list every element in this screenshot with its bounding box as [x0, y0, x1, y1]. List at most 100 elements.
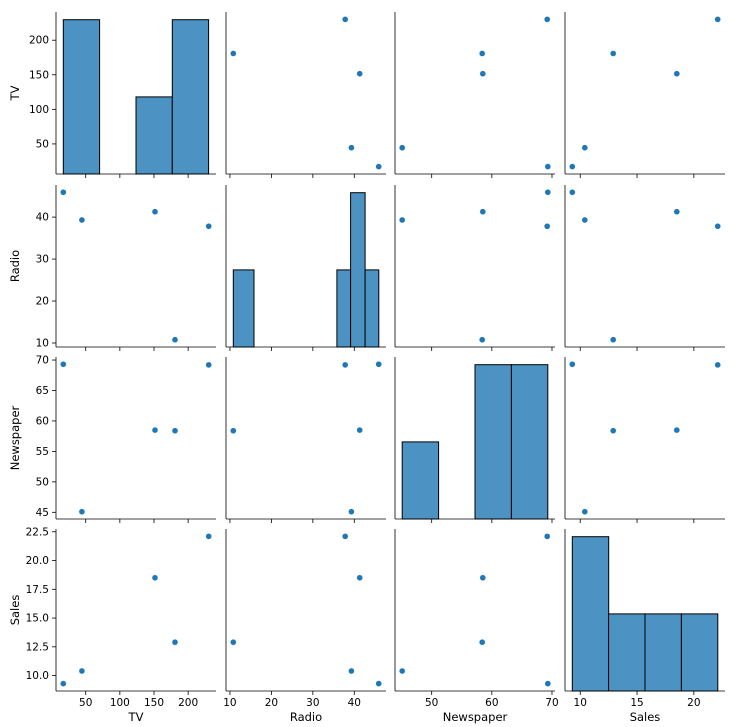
x-axis-label: Radio [290, 710, 322, 724]
scatter-point [375, 680, 382, 687]
scatter-point [673, 426, 680, 434]
panel-radio-vs-sales [564, 185, 725, 351]
x-tick-label: 150 [144, 697, 164, 709]
y-tick-label: 50 [36, 476, 49, 488]
y-tick-label: 22.5 [26, 526, 49, 538]
y-tick-label: 50 [36, 138, 49, 150]
scatter-point [356, 426, 363, 434]
x-tick-label: 10 [574, 697, 587, 709]
x-axis-label: Sales [630, 710, 661, 724]
scatter-point [78, 216, 86, 224]
scatter-point [544, 189, 551, 196]
scatter-point [151, 208, 159, 215]
scatter-point [399, 667, 406, 675]
panel-radio-vs-radio [225, 185, 386, 351]
scatter-point [230, 50, 237, 57]
y-tick-label: 12.5 [26, 641, 49, 653]
scatter-point [151, 426, 159, 434]
scatter-point [171, 336, 179, 343]
scatter-point [581, 508, 588, 515]
scatter-point [78, 667, 86, 675]
scatter-point [673, 208, 680, 215]
scatter-point [479, 208, 486, 215]
scatter-point [479, 639, 486, 646]
scatter-point [544, 533, 551, 540]
y-axis-label: Newspaper [8, 405, 22, 470]
y-axis-label: Radio [8, 250, 22, 282]
scatter-point [544, 163, 551, 170]
panel-sales-vs-tv: 10.0 12.5 15.0 17.5 20.0 22.5 Sales 50 100 150 200… [8, 526, 216, 724]
x-tick-label: 50 [425, 697, 438, 709]
y-tick-label: 100 [29, 104, 49, 116]
y-tick-label: 30 [36, 254, 49, 266]
scatter-point [610, 427, 617, 434]
scatter-point [171, 427, 179, 434]
x-axis-label: Newspaper [443, 710, 508, 724]
hist-bar [364, 269, 380, 348]
scatter-point [348, 508, 355, 515]
hist-bar [474, 364, 512, 520]
scatter-point [569, 163, 576, 170]
x-tick-label: 50 [79, 697, 92, 709]
scatter-point [205, 361, 212, 369]
scatter-point [342, 533, 349, 540]
hist-bar [401, 441, 440, 520]
panel-sales-vs-radio: 10 20 30 40 Radio [223, 529, 386, 724]
scatter-point [60, 680, 67, 687]
panel-newspaper-vs-radio [225, 357, 386, 523]
y-tick-label: 17.5 [26, 584, 49, 596]
x-tick-label: 10 [223, 697, 236, 709]
x-tick-label: 20 [265, 697, 278, 709]
scatter-point [610, 50, 617, 57]
scatter-point [673, 70, 680, 77]
panel-sales-vs-newspaper: 50 60 70 Newspaper [394, 529, 559, 724]
scatter-point [60, 361, 67, 368]
x-tick-label: 15 [630, 697, 643, 709]
scatter-point [356, 70, 363, 77]
scatter-point [205, 223, 212, 230]
hist-bar [232, 269, 255, 348]
y-tick-label: 15.0 [26, 613, 49, 625]
scatter-point [479, 574, 486, 581]
y-tick-label: 200 [29, 35, 49, 47]
y-tick-label: 55 [36, 446, 49, 458]
scatter-point [171, 639, 179, 646]
scatter-point [78, 508, 86, 515]
hist-bar [336, 269, 352, 348]
hist-bar [644, 613, 682, 692]
hist-bar [350, 192, 366, 348]
scatter-point [479, 70, 486, 77]
y-tick-label: 20.0 [26, 555, 49, 567]
y-tick-label: 60 [36, 415, 49, 427]
panel-tv-vs-tv: 50 100 150 200 TV [8, 12, 216, 178]
y-tick-label: 45 [36, 507, 49, 519]
hist-bar [571, 536, 610, 692]
scatter-point [581, 216, 588, 224]
hist-bar [608, 613, 646, 692]
scatter-point [479, 50, 486, 57]
scatter-point [230, 427, 237, 434]
scatter-point [569, 189, 576, 196]
scatter-point [714, 16, 721, 23]
scatter-point [342, 361, 349, 369]
y-tick-label: 40 [36, 212, 49, 224]
scatter-point [544, 16, 551, 23]
scatter-point [399, 216, 406, 224]
scatter-point [342, 16, 349, 23]
panel-sales-vs-sales: 10 15 20 Sales [564, 529, 725, 724]
panel-newspaper-vs-newspaper [394, 357, 555, 523]
scatter-point [356, 574, 363, 581]
scatter-point [544, 680, 551, 687]
y-tick-label: 65 [36, 385, 49, 397]
scatter-point [205, 533, 212, 540]
scatter-point [60, 189, 67, 196]
hist-bar [510, 364, 549, 520]
scatter-point [375, 361, 382, 368]
scatter-point [230, 639, 237, 646]
x-tick-label: 60 [485, 697, 498, 709]
y-axis-label: Sales [8, 595, 22, 626]
scatter-point [581, 144, 588, 151]
hist-bar [680, 613, 719, 692]
hist-bar [171, 19, 210, 175]
